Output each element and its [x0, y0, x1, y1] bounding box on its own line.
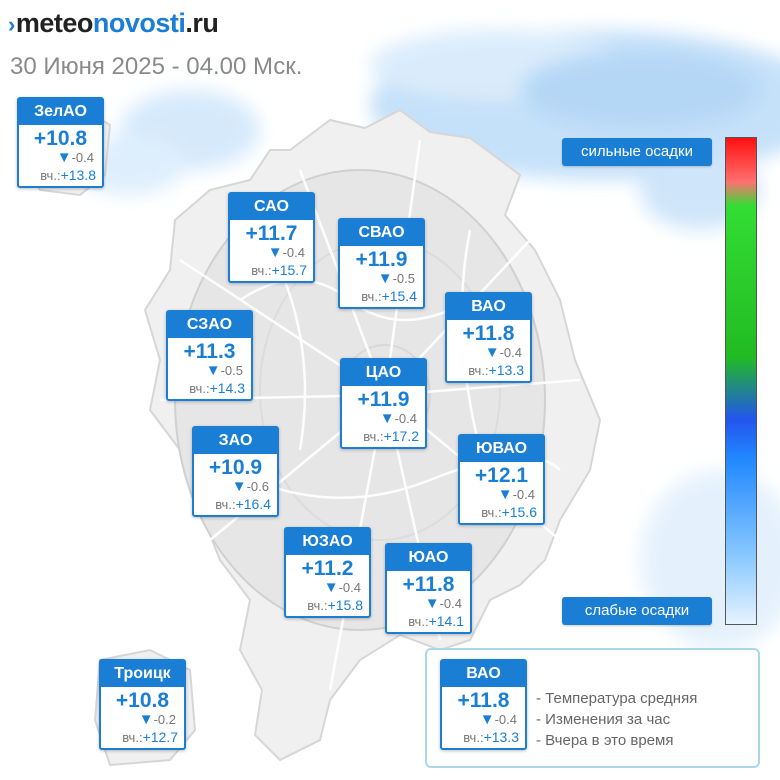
- legend-item-yesterday: - Вчера в это время: [536, 732, 674, 749]
- down-triangle-icon: ▼: [479, 711, 495, 728]
- down-triangle-icon: ▼: [377, 270, 393, 287]
- hourly-change: ▼-0.2: [138, 711, 176, 728]
- temperature-average: +11.9: [355, 248, 408, 271]
- district-card-zelao: ЗелАО +10.8 ▼-0.4 вч.:+13.8: [17, 97, 104, 188]
- yesterday-value: вч.:+13.3: [468, 362, 524, 378]
- temperature-average: +11.8: [462, 322, 515, 345]
- district-card-yuao: ЮАО +11.8 ▼-0.4 вч.:+14.1: [385, 543, 472, 634]
- yesterday-value: вч.:+15.4: [361, 288, 417, 304]
- yesterday-value: вч.:+16.4: [215, 496, 271, 512]
- legend-item-average: - Температура средняя: [536, 690, 698, 707]
- district-name: ВАО: [442, 661, 525, 687]
- hourly-change: ▼-0.4: [484, 344, 522, 361]
- yesterday-value: вч.:+15.7: [251, 262, 307, 278]
- district-name: Троицк: [101, 661, 184, 687]
- district-name: СЗАО: [168, 312, 251, 338]
- logo-suffix: .ru: [185, 8, 219, 38]
- hourly-change: ▼-0.4: [479, 711, 517, 728]
- yesterday-value: вч.:+14.3: [189, 380, 245, 396]
- down-triangle-icon: ▼: [56, 149, 72, 166]
- district-name: ЮВАО: [460, 436, 543, 462]
- yesterday-value: вч.:+17.2: [363, 428, 419, 444]
- legend-sample-card: ВАО +11.8 ▼-0.4 вч.:+13.3: [440, 659, 527, 750]
- district-card-vao: ВАО +11.8 ▼-0.4 вч.:+13.3: [445, 292, 532, 383]
- hourly-change: ▼-0.4: [424, 595, 462, 612]
- hourly-change: ▼-0.5: [377, 270, 415, 287]
- temperature-average: +11.9: [357, 388, 410, 411]
- hourly-change: ▼-0.4: [267, 244, 305, 261]
- hourly-change: ▼-0.5: [205, 362, 243, 379]
- hourly-change: ▼-0.4: [497, 486, 535, 503]
- district-name: ЦАО: [342, 360, 425, 386]
- temperature-average: +10.9: [208, 456, 263, 479]
- down-triangle-icon: ▼: [484, 344, 500, 361]
- hourly-change: ▼-0.4: [323, 579, 361, 596]
- logo-arrow-icon: ›: [8, 12, 15, 37]
- logo-prefix: meteo: [15, 8, 94, 38]
- precipitation-scale-bar: [725, 137, 757, 625]
- yesterday-value: вч.:+13.8: [40, 167, 96, 183]
- legend-item-change: - Изменения за час: [536, 711, 671, 728]
- district-card-zao: ЗАО +10.9 ▼-0.6 вч.:+16.4: [192, 426, 279, 517]
- district-card-szao: СЗАО +11.3 ▼-0.5 вч.:+14.3: [166, 310, 253, 401]
- temperature-average: +11.8: [402, 573, 455, 596]
- district-card-troitsk: Троицк +10.8 ▼-0.2 вч.:+12.7: [99, 659, 186, 750]
- forecast-datetime: 30 Июня 2025 - 04.00 Мск.: [10, 53, 303, 80]
- district-name: САО: [230, 194, 313, 220]
- district-name: СВАО: [340, 220, 423, 246]
- hourly-change: ▼-0.4: [56, 149, 94, 166]
- legend-items: - Температура средняя - Изменения за час…: [536, 688, 697, 751]
- temperature-average: +11.7: [245, 222, 298, 245]
- yesterday-value: вч.:+15.8: [307, 597, 363, 613]
- down-triangle-icon: ▼: [379, 410, 395, 427]
- district-name: ЮЗАО: [286, 529, 369, 555]
- temperature-average: +11.8: [457, 689, 510, 712]
- hourly-change: ▼-0.6: [231, 478, 269, 495]
- site-logo[interactable]: ›meteonovosti.ru: [8, 6, 219, 42]
- district-name: ЗелАО: [19, 99, 102, 125]
- logo-main: novosti: [92, 8, 186, 38]
- yesterday-value: вч.:+15.6: [481, 504, 537, 520]
- down-triangle-icon: ▼: [205, 362, 221, 379]
- down-triangle-icon: ▼: [424, 595, 440, 612]
- district-name: ЮАО: [387, 545, 470, 571]
- district-card-cao: ЦАО +11.9 ▼-0.4 вч.:+17.2: [340, 358, 427, 449]
- temperature-average: +11.2: [301, 557, 354, 580]
- district-name: ВАО: [447, 294, 530, 320]
- temperature-average: +12.1: [474, 464, 529, 487]
- yesterday-value: вч.:+12.7: [122, 729, 178, 745]
- down-triangle-icon: ▼: [497, 486, 513, 503]
- temperature-average: +10.8: [33, 127, 88, 150]
- district-card-yuzao: ЮЗАО +11.2 ▼-0.4 вч.:+15.8: [284, 527, 371, 618]
- district-card-yuvao: ЮВАО +12.1 ▼-0.4 вч.:+15.6: [458, 434, 545, 525]
- heavy-precipitation-label: сильные осадки: [562, 138, 712, 166]
- down-triangle-icon: ▼: [323, 579, 339, 596]
- down-triangle-icon: ▼: [231, 478, 247, 495]
- district-card-sao: САО +11.7 ▼-0.4 вч.:+15.7: [228, 192, 315, 283]
- down-triangle-icon: ▼: [267, 244, 283, 261]
- district-name: ЗАО: [194, 428, 277, 454]
- temperature-average: +11.3: [183, 340, 236, 363]
- down-triangle-icon: ▼: [138, 711, 154, 728]
- yesterday-value: вч.:+14.1: [408, 613, 464, 629]
- light-precipitation-label: слабые осадки: [562, 597, 712, 625]
- yesterday-value: вч.:+13.3: [463, 729, 519, 745]
- district-card-svao: СВАО +11.9 ▼-0.5 вч.:+15.4: [338, 218, 425, 309]
- temperature-average: +10.8: [115, 689, 170, 712]
- hourly-change: ▼-0.4: [379, 410, 417, 427]
